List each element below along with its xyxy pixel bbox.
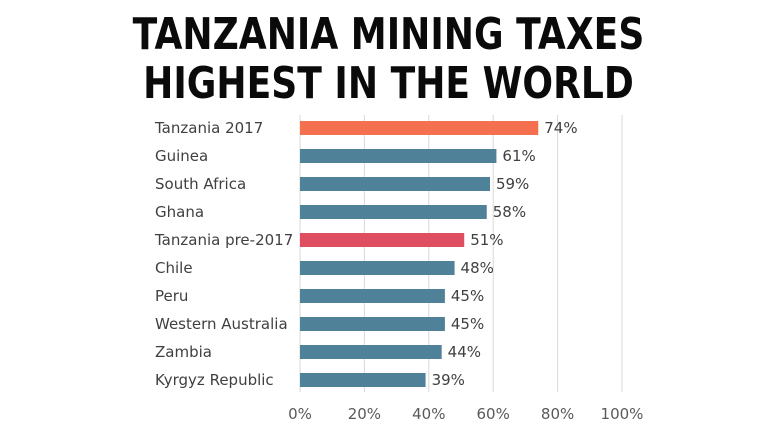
category-labels: Tanzania 2017 Guinea South Africa Ghana Tanz… — [154, 119, 293, 389]
bar-zambia — [300, 345, 442, 359]
x-tick-label-60: 60% — [477, 405, 510, 423]
bar-guinea — [300, 149, 497, 163]
x-axis-tick-labels: 0% 20% 40% 60% 80% 100% — [288, 405, 643, 423]
category-label-ghana: Ghana — [155, 203, 204, 221]
value-label-tanzania-2017: 74% — [544, 119, 577, 137]
value-labels: 74% 61% 59% 58% 51% 48% 45% 45% 44% 39% — [432, 119, 578, 389]
value-label-peru: 45% — [451, 287, 484, 305]
bar-south-africa — [300, 177, 490, 191]
x-tick-label-100: 100% — [601, 405, 644, 423]
chart-title-line-1: TANZANIA MINING TAXES — [132, 9, 645, 60]
value-label-zambia: 44% — [448, 343, 481, 361]
bar-tanzania-pre-2017 — [300, 233, 465, 247]
chart-title-line-2: HIGHEST IN THE WORLD — [143, 58, 634, 109]
category-label-zambia: Zambia — [155, 343, 212, 361]
bar-peru — [300, 289, 445, 303]
value-label-south-africa: 59% — [496, 175, 529, 193]
x-tick-label-80: 80% — [541, 405, 574, 423]
value-label-western-australia: 45% — [451, 315, 484, 333]
category-label-tanzania-2017: Tanzania 2017 — [154, 119, 263, 137]
category-label-chile: Chile — [155, 259, 193, 277]
bar-western-australia — [300, 317, 445, 331]
bar-tanzania-2017 — [300, 121, 539, 135]
value-label-ghana: 58% — [493, 203, 526, 221]
bar-kyrgyz-republic — [300, 373, 426, 387]
x-tick-label-40: 40% — [412, 405, 445, 423]
category-label-tanzania-pre-2017: Tanzania pre-2017 — [154, 231, 293, 249]
bar-chile — [300, 261, 455, 275]
bar-ghana — [300, 205, 487, 219]
category-label-western-australia: Western Australia — [155, 315, 288, 333]
value-label-guinea: 61% — [502, 147, 535, 165]
bars — [300, 121, 539, 387]
category-label-south-africa: South Africa — [155, 175, 246, 193]
category-label-guinea: Guinea — [155, 147, 208, 165]
category-label-kyrgyz-republic: Kyrgyz Republic — [155, 371, 274, 389]
value-label-chile: 48% — [461, 259, 494, 277]
value-label-kyrgyz-republic: 39% — [432, 371, 465, 389]
x-tick-label-0: 0% — [288, 405, 312, 423]
value-label-tanzania-pre-2017: 51% — [470, 231, 503, 249]
x-tick-label-20: 20% — [348, 405, 381, 423]
category-label-peru: Peru — [155, 287, 188, 305]
